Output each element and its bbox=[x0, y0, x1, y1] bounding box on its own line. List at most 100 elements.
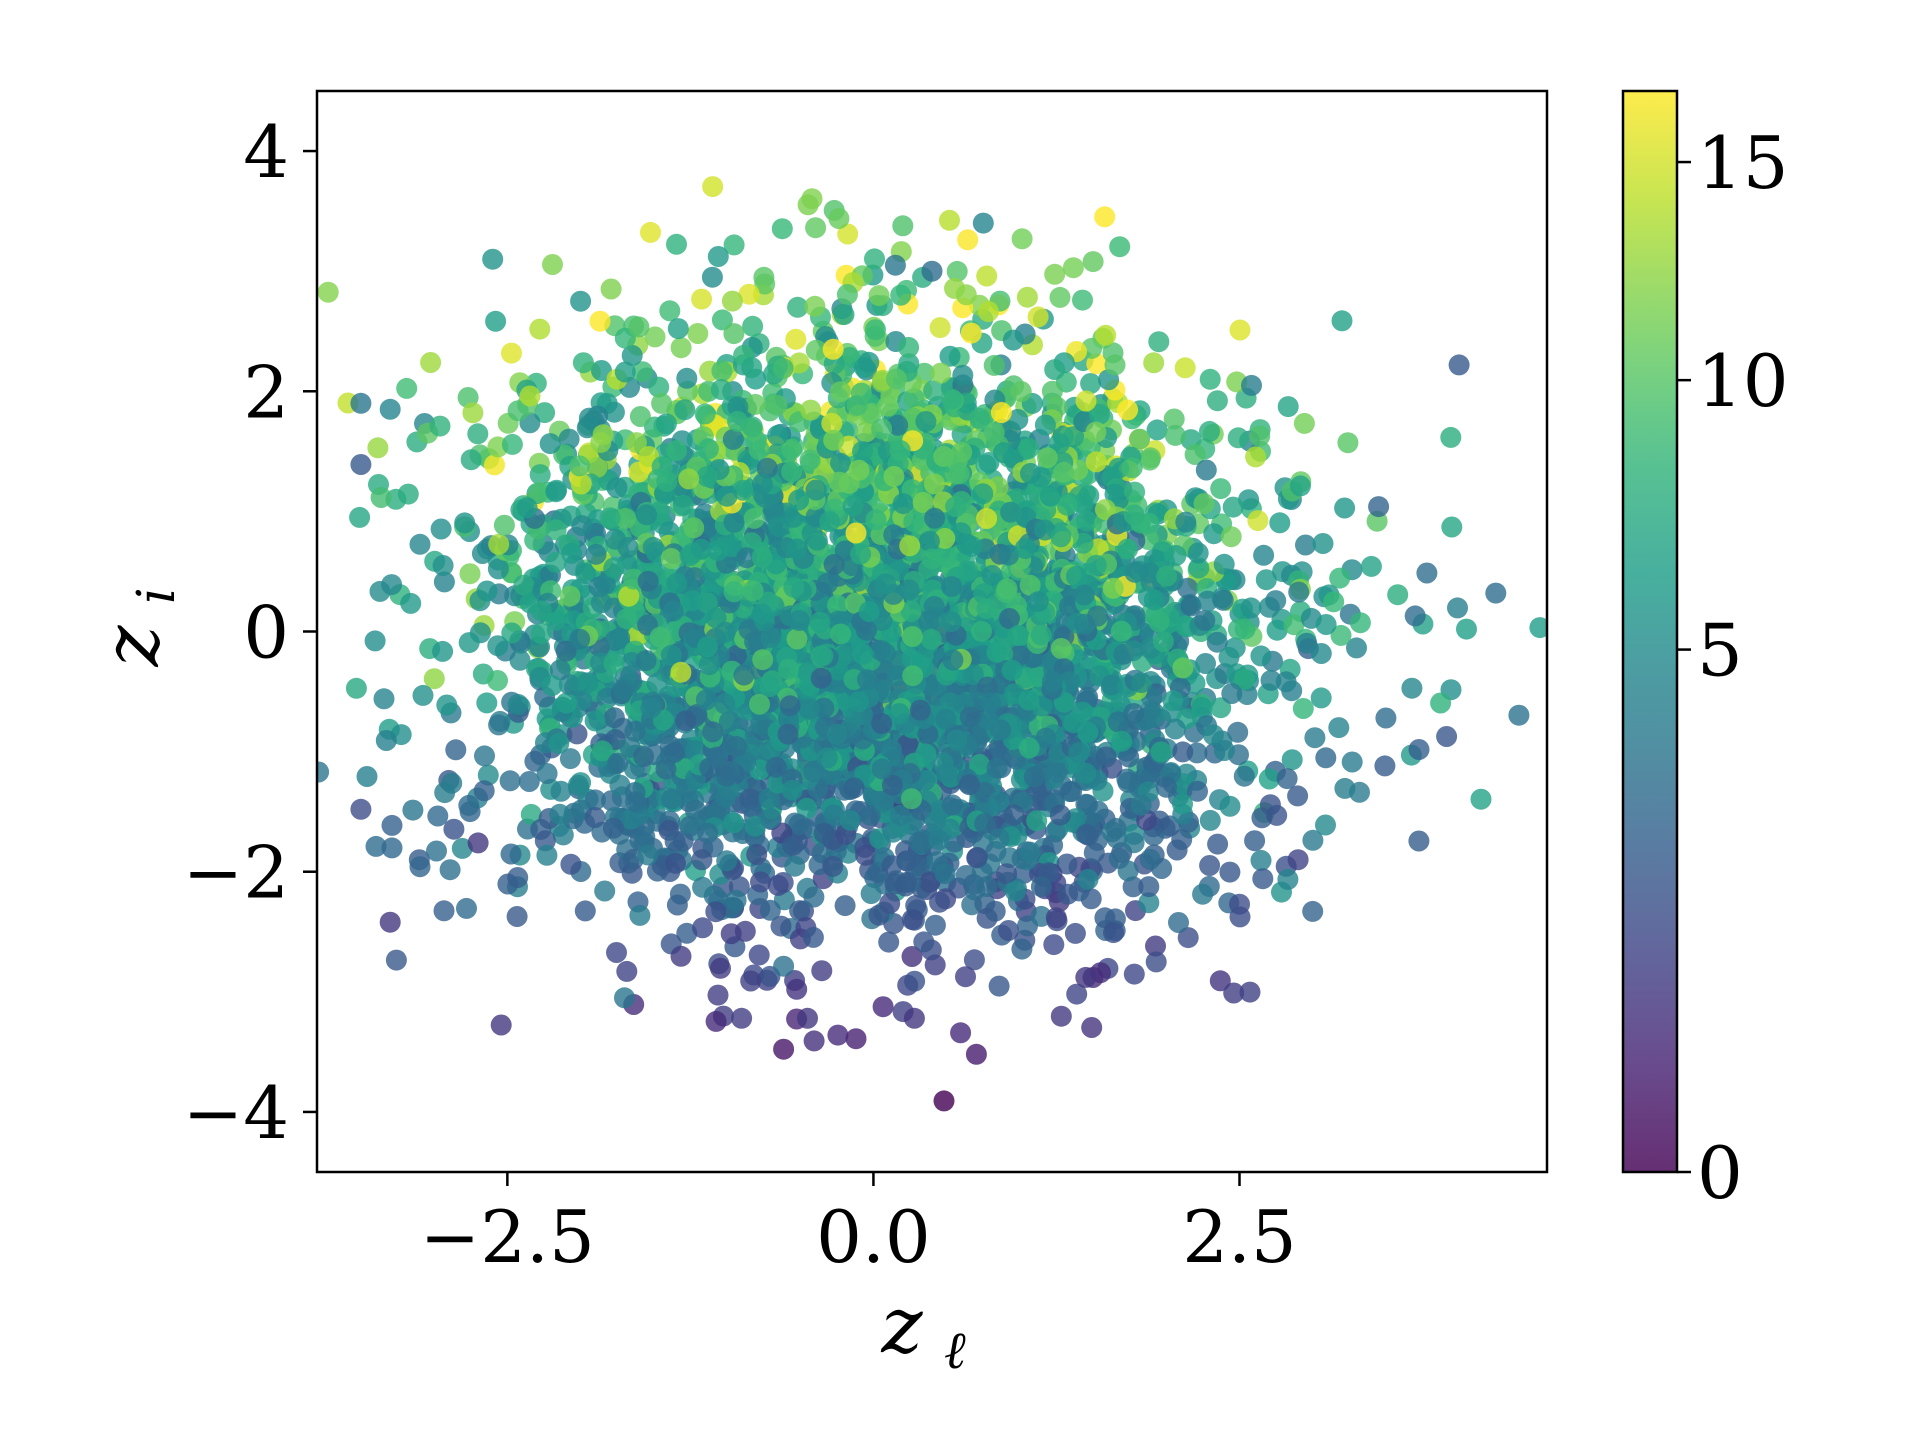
scatter-point bbox=[1030, 624, 1052, 646]
scatter-point bbox=[1266, 619, 1288, 641]
scatter-point bbox=[941, 388, 962, 410]
scatter-point bbox=[1330, 624, 1352, 646]
scatter-point bbox=[1222, 496, 1244, 518]
scatter-point bbox=[698, 654, 720, 676]
scatter-point bbox=[796, 797, 818, 819]
scatter-point bbox=[898, 336, 920, 358]
scatter-point bbox=[958, 774, 980, 796]
scatter-point bbox=[317, 761, 330, 783]
scatter-point bbox=[1148, 611, 1170, 633]
scatter-point bbox=[913, 931, 935, 953]
scatter-point bbox=[400, 592, 422, 614]
scatter-point bbox=[1408, 739, 1430, 760]
scatter-point bbox=[433, 900, 455, 922]
scatter-point bbox=[812, 645, 834, 667]
scatter-point bbox=[506, 906, 528, 927]
scatter-point bbox=[590, 592, 612, 614]
scatter-point bbox=[759, 676, 781, 697]
scatter-point bbox=[560, 853, 582, 875]
scatter-point bbox=[864, 248, 885, 270]
scatter-point bbox=[1143, 352, 1165, 374]
scatter-point bbox=[602, 817, 624, 839]
scatter-point bbox=[781, 779, 803, 801]
scatter-point bbox=[1094, 206, 1116, 228]
scatter-point bbox=[1030, 876, 1052, 898]
scatter-point bbox=[1007, 625, 1029, 647]
scatter-point bbox=[1001, 659, 1023, 681]
scatter-point bbox=[692, 917, 714, 939]
scatter-point bbox=[845, 522, 867, 544]
scatter-point bbox=[1080, 373, 1102, 394]
scatter-point bbox=[530, 600, 552, 622]
scatter-point bbox=[929, 891, 950, 913]
scatter-point bbox=[1073, 584, 1095, 606]
scatter-point bbox=[1292, 698, 1314, 719]
scatter-point bbox=[432, 555, 454, 576]
scatter-point bbox=[599, 507, 621, 529]
scatter-point bbox=[474, 745, 495, 767]
scatter-point bbox=[746, 844, 768, 865]
scatter-point bbox=[1199, 809, 1221, 831]
scatter-point bbox=[871, 418, 893, 440]
scatter-point bbox=[1130, 672, 1152, 693]
scatter-point bbox=[1337, 432, 1359, 454]
scatter-point bbox=[976, 265, 998, 287]
scatter-point bbox=[727, 396, 749, 418]
scatter-point bbox=[752, 649, 774, 671]
scatter-point bbox=[501, 433, 523, 455]
scatter-point bbox=[1050, 1005, 1072, 1027]
scatter-point bbox=[798, 698, 820, 720]
scatter-point bbox=[777, 723, 799, 745]
scatter-point bbox=[640, 221, 661, 243]
scatter-point bbox=[748, 944, 770, 966]
scatter-point bbox=[604, 528, 626, 550]
scatter-point bbox=[744, 393, 766, 415]
scatter-point bbox=[487, 558, 509, 580]
scatter-point bbox=[697, 438, 719, 460]
scatter-point bbox=[976, 598, 998, 620]
scatter-point bbox=[666, 440, 688, 461]
scatter-point bbox=[1045, 907, 1067, 929]
scatter-point bbox=[1044, 263, 1066, 285]
scatter-point bbox=[545, 551, 567, 573]
scatter-point bbox=[885, 368, 907, 390]
scatter-point bbox=[720, 923, 742, 945]
scatter-point bbox=[890, 284, 912, 306]
scatter-point bbox=[1078, 485, 1100, 507]
scatter-point bbox=[933, 1090, 955, 1112]
scatter-point bbox=[1145, 951, 1167, 973]
scatter-point bbox=[901, 909, 923, 931]
scatter-point bbox=[651, 456, 673, 478]
scatter-point bbox=[1312, 533, 1334, 554]
scatter-point bbox=[782, 834, 804, 856]
scatter-point bbox=[921, 548, 943, 570]
scatter-point bbox=[1083, 842, 1105, 864]
scatter-point bbox=[928, 829, 950, 851]
scatter-point bbox=[767, 874, 789, 896]
scatter-point bbox=[1077, 868, 1099, 890]
scatter-point bbox=[692, 876, 714, 898]
scatter-point bbox=[710, 957, 731, 979]
scatter-point bbox=[1150, 741, 1172, 763]
scatter-point bbox=[1331, 310, 1353, 332]
scatter-point bbox=[520, 803, 542, 825]
scatter-point bbox=[883, 465, 905, 487]
scatter-point bbox=[1187, 780, 1208, 802]
scatter-point bbox=[1275, 671, 1297, 693]
scatter-point bbox=[487, 670, 508, 691]
scatter-point bbox=[1118, 746, 1140, 768]
scatter-point bbox=[1148, 331, 1170, 353]
scatter-point bbox=[705, 901, 727, 923]
scatter-point bbox=[751, 546, 773, 568]
scatter-point bbox=[733, 664, 755, 686]
scatter-point bbox=[710, 379, 732, 400]
scatter-point bbox=[1221, 683, 1243, 704]
scatter-point bbox=[603, 401, 625, 423]
scatter-point bbox=[823, 554, 845, 575]
scatter-point bbox=[789, 900, 811, 922]
scatter-point bbox=[837, 223, 859, 245]
scatter-point bbox=[1056, 853, 1078, 875]
scatter-point bbox=[830, 381, 851, 403]
scatter-point bbox=[635, 650, 657, 671]
scatter-point bbox=[1250, 849, 1272, 871]
